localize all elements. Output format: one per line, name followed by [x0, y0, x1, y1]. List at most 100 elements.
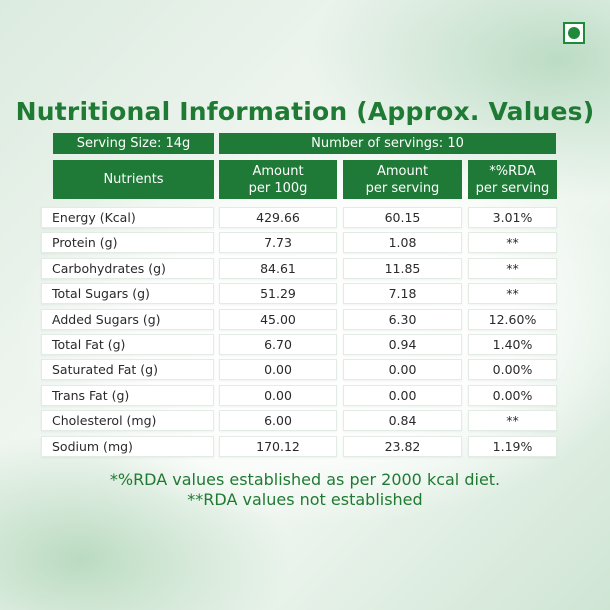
nutrient-name-cell-text: Energy (Kcal) [52, 210, 136, 225]
nutrient-name-cell-text: Saturated Fat (g) [52, 362, 158, 377]
perserving-value-cell-text: 0.94 [388, 337, 417, 352]
rda-value-cell-text: ** [506, 235, 519, 250]
per100-value-cell-text: 0.00 [264, 388, 292, 403]
perserving-value-cell: 0.94 [343, 334, 462, 355]
rda-value-cell: 0.00% [468, 385, 557, 406]
per100-value-cell: 7.73 [219, 232, 337, 253]
per100-value-cell-text: 6.00 [264, 413, 292, 428]
servings-header: Number of servings: 10 [219, 133, 556, 154]
per100-value-cell: 45.00 [219, 309, 337, 330]
nutrient-name-cell: Saturated Fat (g) [41, 359, 214, 380]
per100-value-cell: 84.61 [219, 258, 337, 279]
per100-value-cell: 51.29 [219, 283, 337, 304]
perserving-value-cell: 11.85 [343, 258, 462, 279]
per100-value-cell: 170.12 [219, 436, 337, 457]
perserving-value-cell-text: 7.18 [388, 286, 417, 301]
perserving-value-cell-text: 1.08 [388, 235, 417, 250]
perserving-value-cell-text: 6.30 [388, 312, 417, 327]
rda-value-cell-text: ** [506, 413, 519, 428]
perserving-value-cell: 0.00 [343, 385, 462, 406]
nutrient-name-cell-text: Sodium (mg) [52, 439, 133, 454]
perserving-value-cell-text: 60.15 [384, 210, 421, 225]
perserving-value-cell-text: 23.82 [384, 439, 421, 454]
perserving-value-cell: 0.00 [343, 359, 462, 380]
per100-value-cell-text: 45.00 [260, 312, 296, 327]
per100-value-cell: 0.00 [219, 385, 337, 406]
perserving-value-cell: 7.18 [343, 283, 462, 304]
perserving-value-cell-text: 0.00 [388, 362, 417, 377]
rda-column-header: *%RDA per serving [468, 160, 557, 199]
perserving-value-cell: 23.82 [343, 436, 462, 457]
nutrient-name-cell: Sodium (mg) [41, 436, 214, 457]
per100-value-cell-text: 6.70 [264, 337, 292, 352]
rda-value-cell-text: 1.19% [492, 439, 533, 454]
nutrient-name-cell-text: Carbohydrates (g) [52, 261, 166, 276]
nutrient-name-cell-text: Total Fat (g) [52, 337, 126, 352]
rda-value-cell-text: 0.00% [492, 362, 533, 377]
serving-size-label: Serving Size: 14g [76, 136, 191, 151]
perserving-value-cell-text: 0.84 [388, 413, 417, 428]
nutrient-name-cell-text: Added Sugars (g) [52, 312, 161, 327]
per100-value-cell: 6.00 [219, 410, 337, 431]
vegetarian-mark-icon [563, 22, 585, 44]
rda-not-established-footnote: **RDA values not established [187, 490, 423, 509]
nutrient-name-cell-text: Cholesterol (mg) [52, 413, 157, 428]
servings-label: Number of servings: 10 [311, 136, 464, 151]
perserving-value-cell: 6.30 [343, 309, 462, 330]
per100-value-cell-text: 0.00 [264, 362, 292, 377]
nutrient-name-cell: Protein (g) [41, 232, 214, 253]
perserving-column-label-line2: per serving [365, 180, 440, 196]
perserving-value-cell-text: 0.00 [388, 388, 417, 403]
perserving-column-label-line1: Amount [376, 163, 429, 179]
rda-column-label-line1: *%RDA [489, 163, 536, 179]
serving-size-header: Serving Size: 14g [53, 133, 214, 154]
vegetarian-mark-dot [568, 27, 580, 39]
nutrient-name-cell: Total Sugars (g) [41, 283, 214, 304]
rda-value-cell-text: ** [506, 286, 519, 301]
nutrients-column-label: Nutrients [103, 172, 164, 187]
perserving-column-header: Amount per serving [343, 160, 462, 199]
perserving-value-cell: 60.15 [343, 207, 462, 228]
rda-value-cell: 3.01% [468, 207, 557, 228]
perserving-value-cell: 0.84 [343, 410, 462, 431]
per100-column-label-line2: per 100g [248, 180, 308, 196]
rda-value-cell-text: 12.60% [488, 312, 537, 327]
nutrient-name-cell: Total Fat (g) [41, 334, 214, 355]
per100-value-cell-text: 170.12 [256, 439, 300, 454]
per100-value-cell-text: 51.29 [260, 286, 296, 301]
rda-value-cell-text: 3.01% [492, 210, 533, 225]
rda-footnote: *%RDA values established as per 2000 kca… [109, 470, 501, 489]
nutrient-name-cell: Added Sugars (g) [41, 309, 214, 330]
rda-value-cell-text: 0.00% [492, 388, 533, 403]
per100-value-cell-text: 429.66 [256, 210, 300, 225]
page-title: Nutritional Information (Approx. Values) [15, 97, 595, 126]
rda-value-cell-text: 1.40% [492, 337, 533, 352]
nutrient-name-cell-text: Trans Fat (g) [52, 388, 130, 403]
perserving-value-cell-text: 11.85 [384, 261, 421, 276]
per100-column-header: Amount per 100g [219, 160, 337, 199]
perserving-value-cell: 1.08 [343, 232, 462, 253]
per100-value-cell-text: 84.61 [260, 261, 296, 276]
nutrient-name-cell: Energy (Kcal) [41, 207, 214, 228]
per100-value-cell: 6.70 [219, 334, 337, 355]
rda-value-cell: 0.00% [468, 359, 557, 380]
rda-value-cell-text: ** [506, 261, 519, 276]
rda-value-cell: ** [468, 232, 557, 253]
nutrient-name-cell: Trans Fat (g) [41, 385, 214, 406]
per100-value-cell: 429.66 [219, 207, 337, 228]
rda-value-cell: ** [468, 258, 557, 279]
nutrient-name-cell-text: Protein (g) [52, 235, 118, 250]
nutrient-name-cell-text: Total Sugars (g) [52, 286, 150, 301]
rda-value-cell: 12.60% [468, 309, 557, 330]
per100-value-cell: 0.00 [219, 359, 337, 380]
rda-value-cell: 1.40% [468, 334, 557, 355]
rda-value-cell: 1.19% [468, 436, 557, 457]
per100-column-label-line1: Amount [252, 163, 304, 179]
rda-value-cell: ** [468, 283, 557, 304]
rda-column-label-line2: per serving [475, 180, 550, 196]
nutrient-name-cell: Carbohydrates (g) [41, 258, 214, 279]
nutrient-name-cell: Cholesterol (mg) [41, 410, 214, 431]
nutrients-column-header: Nutrients [53, 160, 214, 199]
rda-value-cell: ** [468, 410, 557, 431]
per100-value-cell-text: 7.73 [264, 235, 292, 250]
